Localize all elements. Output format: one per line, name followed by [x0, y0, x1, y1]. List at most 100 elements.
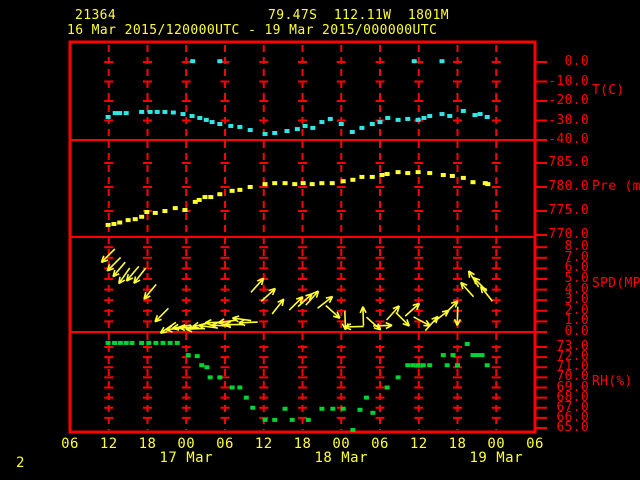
pressure-point: [162, 209, 168, 213]
pressure-point: [440, 173, 446, 177]
pressure-point: [395, 170, 401, 175]
wind-arrow: [154, 307, 169, 323]
relative_humidity-point: [440, 353, 446, 358]
wind-arrow: [453, 306, 462, 326]
wind-arrow: [250, 277, 265, 293]
wind-arrow: [365, 316, 382, 331]
wind-arrow: [297, 293, 313, 308]
pressure-point: [415, 170, 421, 175]
pressure-point: [292, 182, 298, 187]
temperature-axis-label: -30.0: [548, 112, 589, 128]
temperature-point: [180, 112, 186, 117]
pressure-point: [125, 218, 131, 223]
temperature-point: [472, 113, 478, 118]
pressure-point: [237, 187, 243, 192]
pressure-point: [384, 172, 390, 177]
pressure-point: [117, 220, 123, 225]
relative_humidity-point: [185, 353, 191, 358]
pressure-point: [379, 173, 385, 177]
wind-arrow: [238, 318, 258, 327]
pressure-point: [300, 181, 306, 186]
relative_humidity-point: [410, 363, 416, 368]
pressure-point: [272, 181, 278, 186]
wind-arrow: [479, 285, 494, 302]
temperature-point: [147, 109, 153, 114]
temperature-point: [228, 123, 234, 128]
temperature-point: [209, 120, 215, 125]
temperature-point: [217, 122, 223, 127]
wind-axis-unit-label: SPD(MPS): [592, 276, 640, 291]
wind-arrow: [373, 321, 393, 330]
x-axis-date-label: 18 Mar: [314, 450, 369, 466]
temperature-point: [421, 115, 427, 120]
x-axis-tick-label: 18: [448, 436, 467, 452]
wind-arrow: [118, 267, 131, 285]
relative_humidity-point: [395, 375, 401, 380]
wind-arrow: [404, 302, 421, 317]
wind-arrow: [288, 295, 304, 311]
pressure-point: [350, 177, 356, 182]
wind-arrow: [305, 290, 320, 306]
temperature-point: [327, 116, 333, 121]
rh-axis-label: 68.0: [556, 389, 589, 405]
temperature-point: [284, 129, 290, 134]
x-axis-tick-label: 12: [409, 436, 428, 452]
temperature-point: [319, 120, 325, 125]
temperature-point: [460, 108, 466, 113]
pressure-point: [105, 222, 111, 227]
temperature-point: [477, 112, 483, 117]
relative_humidity-point: [160, 340, 166, 345]
pressure-point: [144, 209, 150, 214]
pressure-point: [229, 188, 235, 193]
wind-arrow: [185, 325, 205, 333]
wind-arrow: [106, 256, 122, 272]
rh-axis-label: 71.0: [556, 359, 589, 375]
pressure-point: [262, 182, 268, 187]
temperature-point: [395, 117, 401, 122]
pressure-point: [152, 210, 158, 215]
relative_humidity-point: [479, 353, 485, 358]
wind-arrow: [125, 265, 140, 282]
wind-arrow: [271, 298, 285, 315]
temperature-point: [203, 117, 209, 122]
relative_humidity-point: [363, 395, 369, 400]
x-axis-tick-label: 18: [293, 436, 312, 452]
x-axis-tick-label: 06: [371, 436, 389, 452]
wind-arrow: [317, 295, 334, 309]
x-axis-tick-label: 06: [216, 436, 234, 452]
wind-arrow: [344, 323, 364, 331]
relative_humidity-point: [289, 417, 295, 422]
relative_humidity-point: [204, 365, 210, 370]
rh-axis-label: 65.0: [556, 420, 589, 435]
pressure-point: [139, 214, 145, 219]
page-number: 2: [16, 455, 25, 471]
temperature-point: [359, 125, 365, 130]
x-axis-tick-label: 00: [332, 436, 351, 452]
temperature-point: [415, 117, 421, 122]
relative_humidity-point: [207, 375, 213, 380]
pressure-point: [319, 181, 325, 186]
relative_humidity-point: [105, 340, 111, 345]
temperature-point: [197, 115, 203, 120]
temperature-point: [385, 115, 391, 120]
temperature_outliers-point: [217, 59, 223, 64]
relative_humidity-point: [250, 405, 256, 410]
station-id: 21364: [75, 8, 117, 23]
time-range: 16 Mar 2015/120000UTC - 19 Mar 2015/0000…: [67, 23, 438, 38]
wind-arrow: [359, 306, 367, 326]
temperature-point: [154, 109, 160, 114]
station-location: 79.47S 112.11W 1801M: [268, 8, 449, 23]
temperature-point: [439, 112, 445, 117]
relative_humidity-point: [319, 406, 325, 411]
wind-arrow: [100, 248, 116, 264]
pressure-point: [111, 221, 117, 226]
relative_humidity-point: [167, 340, 173, 345]
pressure-axis-label: 785.0: [548, 155, 589, 170]
relative_humidity-point: [450, 353, 456, 358]
temperature-point: [162, 109, 168, 114]
x-axis-date-label: 19 Mar: [469, 450, 524, 466]
relative_humidity-point: [370, 410, 376, 415]
pressure-point: [282, 181, 288, 186]
